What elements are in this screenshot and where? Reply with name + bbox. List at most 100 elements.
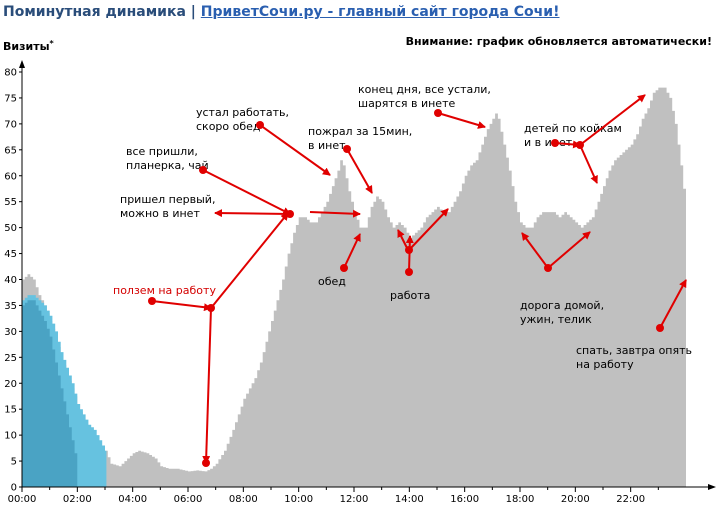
annotation-dot (434, 109, 442, 117)
annotation-text: дорога домой, ужин, телик (520, 299, 604, 326)
annotation-arrow (659, 279, 687, 329)
annotation-arrow (547, 231, 591, 269)
annotation-arrow (202, 307, 212, 464)
annotation-line: скоро обед (196, 120, 261, 133)
annotation-dot (207, 304, 215, 312)
annotation-line: пожрал за 15мин, (308, 125, 412, 138)
annotation-dot (343, 145, 351, 153)
annotation-line: конец дня, все устали, (358, 83, 491, 96)
page-title: Поминутная динамика | ПриветСочи.ру - гл… (3, 4, 560, 20)
y-tick-label: 35 (4, 301, 17, 312)
y-tick-label: 45 (4, 249, 17, 260)
annotation-arrow (202, 169, 291, 215)
annotation-line: спать, завтра опять (576, 344, 692, 357)
y-tick-label: 5 (11, 457, 17, 468)
y-tick-label: 65 (4, 145, 17, 156)
annotation-arrow (309, 209, 361, 218)
annotation-line: планерка, чай (126, 159, 209, 172)
x-tick-label: 04:00 (118, 494, 147, 505)
annotation-dot (405, 246, 413, 254)
y-axis-label-mark: * (50, 39, 55, 48)
y-tick-label: 70 (4, 119, 17, 130)
annotation-text: ползем на работу (113, 284, 216, 297)
annotation-line: ползем на работу (113, 284, 216, 297)
x-tick-label: 16:00 (450, 494, 479, 505)
annotation-line: дорога домой, (520, 299, 604, 312)
annotation-line: можно в инет (120, 207, 200, 220)
annotation-dot (202, 459, 210, 467)
annotation-line: в инет (308, 139, 346, 152)
site-link[interactable]: ПриветСочи.ру - главный сайт города Сочи… (200, 4, 560, 20)
annotation-dot (340, 264, 348, 272)
annotation-text: пришел первый, можно в инет (120, 193, 215, 220)
y-tick-label: 75 (4, 93, 17, 104)
x-tick-label: 02:00 (63, 494, 92, 505)
annotation-arrow (214, 209, 291, 218)
annotation-dot (656, 324, 664, 332)
annotation-line: и в инет (524, 136, 573, 149)
annotation-arrow (343, 233, 361, 269)
annotation-arrow (259, 124, 331, 176)
y-tick-label: 25 (4, 353, 17, 364)
y-axis-label: Визиты* (3, 39, 55, 53)
annotation-arrow (397, 229, 409, 251)
y-tick-label: 30 (4, 327, 17, 338)
y-tick-label: 0 (11, 483, 17, 494)
annotation-text: все пришли, планерка, чай (126, 145, 209, 172)
annotation-text: пожрал за 15мин, в инет (308, 125, 412, 152)
annotation-dot (576, 141, 584, 149)
annotation-dot (286, 210, 294, 218)
y-tick-label: 60 (4, 171, 17, 182)
x-axis-arrow (708, 484, 716, 490)
annotation-dot (551, 139, 559, 147)
annotation-text: спать, завтра опять на работу (576, 344, 692, 371)
title-prefix: Поминутная динамика | (3, 4, 201, 20)
annotation-arrow (151, 300, 212, 312)
y-tick-label: 80 (4, 68, 17, 79)
annotation-line: устал работать, (196, 106, 289, 119)
y-axis-arrow (19, 60, 25, 68)
y-tick-label: 50 (4, 223, 17, 234)
annotation-dot (199, 166, 207, 174)
annotation-text: конец дня, все устали, шарятся в инете (358, 83, 491, 110)
annotation-text: обед (318, 275, 346, 288)
annotation-dot (256, 121, 264, 129)
annotation-arrow (437, 112, 486, 129)
x-tick-label: 00:00 (8, 494, 37, 505)
annotation-text: устал работать, скоро обед (196, 106, 289, 133)
annotation-dot (148, 297, 156, 305)
x-tick-label: 08:00 (229, 494, 258, 505)
x-tick-label: 22:00 (616, 494, 645, 505)
x-tick-label: 10:00 (284, 494, 313, 505)
x-tick-label: 18:00 (506, 494, 535, 505)
annotation-arrow (408, 208, 449, 251)
series-area-0 (22, 87, 686, 487)
y-tick-label: 40 (4, 275, 17, 286)
y-tick-label: 10 (4, 431, 17, 442)
x-tick-label: 20:00 (561, 494, 590, 505)
annotation-line: обед (318, 275, 346, 288)
annotation-arrow (579, 94, 646, 146)
series-area-2 (22, 300, 78, 487)
annotation-line: ужин, телик (520, 313, 592, 326)
y-tick-label: 15 (4, 405, 17, 416)
annotation-arrow (521, 232, 549, 269)
annotation-arrow (554, 140, 581, 149)
x-tick-label: 14:00 (395, 494, 424, 505)
y-tick-label: 20 (4, 379, 17, 390)
annotation-line: на работу (576, 358, 634, 371)
annotation-dot (544, 264, 552, 272)
annotation-arrow (346, 148, 373, 194)
annotation-line: все пришли, (126, 145, 198, 158)
y-tick-label: 55 (4, 197, 17, 208)
x-tick-label: 12:00 (340, 494, 369, 505)
annotation-line: шарятся в инете (358, 97, 455, 110)
annotation-text: работа (390, 289, 430, 302)
auto-update-notice: Внимание: график обновляется автоматичес… (405, 35, 712, 48)
annotation-dot (405, 268, 413, 276)
annotation-arrow (405, 235, 414, 273)
annotation-line: работа (390, 289, 430, 302)
annotation-arrow (579, 144, 598, 184)
annotation-line: пришел первый, (120, 193, 215, 206)
